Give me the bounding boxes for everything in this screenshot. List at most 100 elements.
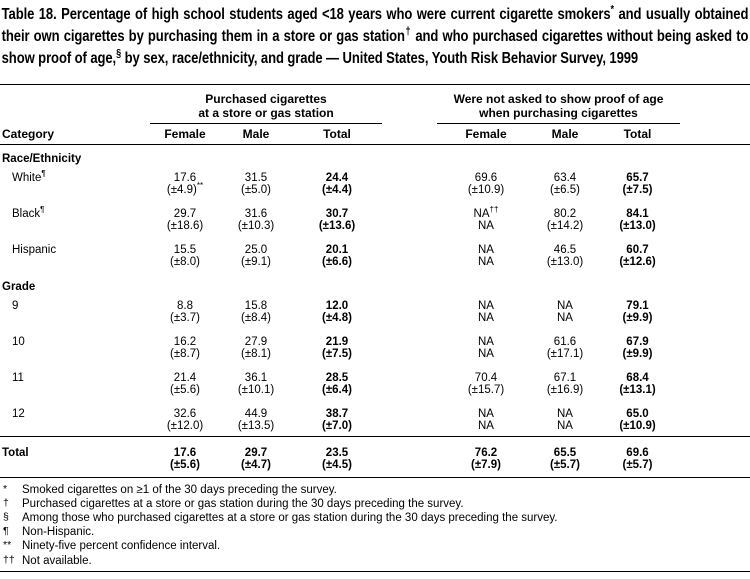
value-cell: 20.1 (325, 243, 349, 256)
spacer (382, 436, 437, 459)
footnote: ¶ Non-Hispanic. (3, 525, 748, 539)
footnote: § Among those who purchased cigarettes at… (3, 511, 748, 525)
spacer (680, 458, 750, 478)
row-label: Black¶ (12, 204, 45, 220)
value-row: Hispanic 15.5 25.0 20.1 NA 46.5 60.7 (0, 237, 750, 256)
value-cell: NA†† (473, 204, 499, 220)
spacer (382, 85, 437, 124)
ci-cell: (±4.8) (322, 311, 352, 324)
ci-cell: (±4.5) (292, 458, 382, 478)
column-header-category: Category (0, 123, 150, 145)
section-label: Grade (2, 280, 36, 293)
ci-cell: (±10.3) (237, 219, 275, 232)
ci-cell: (±12.6) (619, 255, 656, 268)
value-cell: 24.4 (325, 171, 349, 184)
spacer (680, 312, 750, 329)
row-label: 11 (12, 371, 24, 384)
value-cell: 30.7 (325, 207, 349, 220)
value-cell: NA (478, 407, 494, 420)
ci-cell: (±4.9)** (166, 180, 204, 196)
ci-row: (±3.7) (±8.4) (±4.8) NA NA (±9.9) (0, 312, 750, 329)
group-header-line: Purchased cigarettes (205, 92, 327, 106)
row-label: 10 (12, 335, 25, 348)
footnote-marker: †† (3, 553, 15, 566)
value-cell: 67.1 (553, 371, 577, 384)
value-cell: 69.6 (474, 171, 498, 184)
value-cell: 23.5 (292, 436, 382, 459)
value-row: Black¶ 29.7 31.6 30.7 NA†† 80.2 84.1 (0, 201, 750, 220)
spacer (382, 329, 437, 348)
spacer (680, 184, 750, 201)
row-label: Hispanic (12, 243, 57, 256)
footnote: †† Not available. (3, 554, 748, 568)
column-header-male-2: Male (535, 123, 595, 145)
row-label (0, 256, 150, 273)
footnote-text: Purchased cigarettes at a store or gas s… (22, 497, 464, 510)
value-cell: 17.6 (150, 436, 220, 459)
value-cell: 84.1 (626, 207, 649, 220)
spacer (382, 220, 437, 237)
spacer (382, 348, 437, 365)
group-header-purchased: Purchased cigarettes at a store or gas s… (150, 85, 382, 124)
value-cell: 38.7 (325, 407, 349, 420)
value-cell: 25.0 (244, 243, 268, 256)
value-cell: 79.1 (626, 299, 649, 312)
ci-cell: (±17.1) (546, 347, 584, 360)
ci-cell: (±5.6) (150, 458, 220, 478)
ci-cell: NA (478, 419, 494, 432)
ci-cell: (±7.9) (437, 458, 535, 478)
statistics-table: Purchased cigarettes at a store or gas s… (0, 85, 750, 478)
value-cell: 15.8 (244, 299, 268, 312)
ci-cell: (±4.7) (220, 458, 292, 478)
value-cell: NA (478, 299, 494, 312)
value-row: 12 32.6 44.9 38.7 NA NA 65.0 (0, 401, 750, 420)
spacer (382, 165, 437, 184)
ci-cell: NA (478, 311, 494, 324)
ci-cell: (±8.7) (170, 347, 200, 360)
value-cell: 29.7 (220, 436, 292, 459)
ci-cell: (±5.7) (535, 458, 595, 478)
ci-cell: (±4.4) (322, 183, 352, 196)
footnote-marker: ** (3, 539, 12, 552)
value-cell: 21.9 (325, 335, 349, 348)
value-cell: 65.0 (626, 407, 649, 420)
value-cell: 68.4 (626, 371, 649, 384)
footnote-text: Smoked cigarettes on ≥1 of the 30 days p… (22, 483, 337, 496)
ci-cell: (±13.6) (318, 219, 356, 232)
footnote-text: Ninety-five percent confidence interval. (22, 540, 221, 553)
ci-cell: (±8.4) (241, 311, 271, 324)
column-header-row: Category Female Male Total Female Male T… (0, 123, 750, 145)
value-cell: 46.5 (553, 243, 577, 256)
row-label (0, 458, 150, 478)
row-label (0, 420, 150, 437)
column-header-male-1: Male (220, 123, 292, 145)
spacer (680, 85, 750, 124)
group-header-line: when purchasing cigarettes (479, 106, 638, 120)
ci-cell: (±9.9) (622, 347, 653, 360)
column-header-female-1: Female (150, 123, 220, 145)
value-cell: 28.5 (325, 371, 349, 384)
ci-cell: (±7.5) (322, 347, 352, 360)
ci-row: (±8.0) (±9.1) (±6.6) NA (±13.0) (±12.6) (0, 256, 750, 273)
spacer (382, 201, 437, 220)
value-cell: 31.5 (244, 171, 268, 184)
ci-cell: (±7.5) (622, 183, 653, 196)
ci-cell: (±10.9) (619, 419, 656, 432)
group-header-line: Were not asked to show proof of age (453, 92, 664, 106)
ci-cell: (±13.0) (619, 219, 656, 232)
value-cell: 76.2 (437, 436, 535, 459)
footnote: * Smoked cigarettes on ≥1 of the 30 days … (3, 483, 748, 497)
footnote: ** Ninety-five percent confidence interva… (3, 539, 748, 553)
value-cell: 65.5 (535, 436, 595, 459)
row-label (0, 220, 150, 237)
ci-cell: (±14.2) (546, 219, 584, 232)
ci-cell: (±5.6) (170, 383, 200, 396)
table-body: Race/Ethnicity White¶ 17.6 31.5 24.4 69.6 63.4… (0, 145, 750, 478)
total-ci-row: (±5.6) (±4.7) (±4.5) (±7.9) (±5.7) (±5.7) (0, 458, 750, 478)
row-label: Total (0, 436, 150, 459)
value-cell: 69.6 (595, 436, 680, 459)
ci-cell: (±13.5) (237, 419, 275, 432)
ci-cell: (±8.1) (241, 347, 271, 360)
ci-cell: NA (557, 419, 573, 432)
spacer (680, 384, 750, 401)
